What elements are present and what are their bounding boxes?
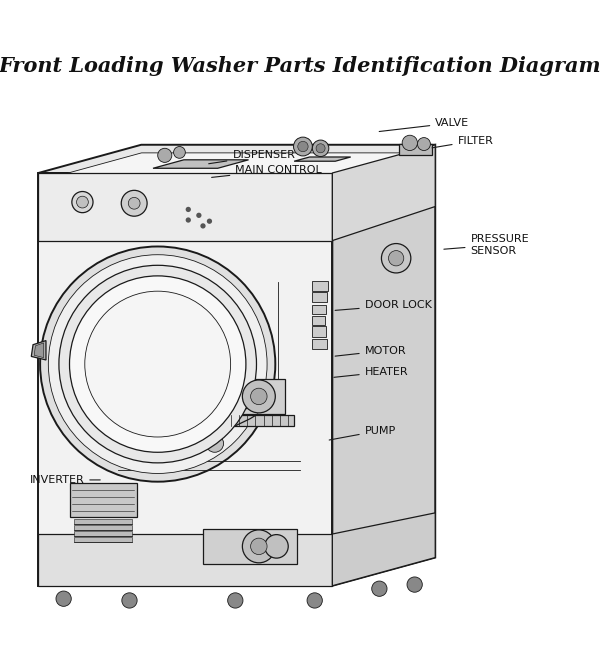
Circle shape [77,196,88,208]
Bar [232,379,286,414]
Circle shape [206,435,224,452]
Circle shape [242,380,275,413]
Circle shape [196,213,202,218]
Text: HEATER: HEATER [334,367,409,378]
Polygon shape [399,144,431,155]
Circle shape [190,430,211,451]
Text: DISPENSER: DISPENSER [209,150,295,163]
Circle shape [242,530,275,563]
Circle shape [56,591,71,606]
Circle shape [298,141,308,151]
Circle shape [407,577,422,592]
Circle shape [251,388,267,405]
Bar [312,326,326,337]
Text: PRESSURE
SENSOR: PRESSURE SENSOR [444,234,529,255]
Circle shape [128,197,140,209]
Circle shape [122,593,137,608]
Bar [224,416,294,426]
Circle shape [158,148,172,162]
Polygon shape [153,160,248,168]
Polygon shape [38,173,332,586]
Circle shape [185,217,191,223]
Circle shape [200,223,206,229]
Bar [312,316,325,325]
Bar [203,529,297,564]
Circle shape [265,535,288,558]
Circle shape [40,247,275,482]
Polygon shape [332,513,435,586]
Circle shape [59,265,256,463]
Text: VALVE: VALVE [379,118,469,131]
Polygon shape [38,534,332,586]
Polygon shape [38,173,332,241]
Circle shape [207,219,212,224]
Text: MOTOR: MOTOR [335,346,406,356]
Bar [70,483,137,517]
Bar [74,520,133,524]
Polygon shape [332,145,435,586]
Polygon shape [31,341,46,360]
Polygon shape [332,145,435,241]
Circle shape [173,147,185,158]
Circle shape [293,137,313,156]
Circle shape [49,255,267,474]
Text: DOOR LOCK: DOOR LOCK [335,300,431,310]
Polygon shape [294,157,351,161]
Bar [312,291,327,302]
Circle shape [388,251,404,266]
Circle shape [227,593,243,608]
Text: FILTER: FILTER [432,135,493,148]
Circle shape [185,207,191,212]
Circle shape [72,191,93,213]
Circle shape [313,140,329,157]
Polygon shape [38,145,435,173]
Bar [312,339,327,350]
Circle shape [382,243,411,273]
Bar [74,531,133,536]
Bar [74,537,133,542]
Circle shape [402,135,418,151]
Circle shape [316,144,325,153]
Polygon shape [34,343,44,358]
Circle shape [251,538,267,554]
Circle shape [307,593,322,608]
Circle shape [70,276,246,452]
Bar [312,305,326,314]
Text: Front Loading Washer Parts Identification Diagram: Front Loading Washer Parts Identificatio… [0,56,600,76]
Circle shape [418,137,430,151]
Bar [312,281,328,291]
Text: MAIN CONTROL: MAIN CONTROL [212,165,322,177]
Bar [74,525,133,530]
Text: PUMP: PUMP [329,426,396,440]
Circle shape [85,291,230,437]
Text: INVERTER: INVERTER [29,475,100,485]
Polygon shape [49,153,415,178]
Circle shape [121,190,147,216]
Circle shape [372,581,387,596]
